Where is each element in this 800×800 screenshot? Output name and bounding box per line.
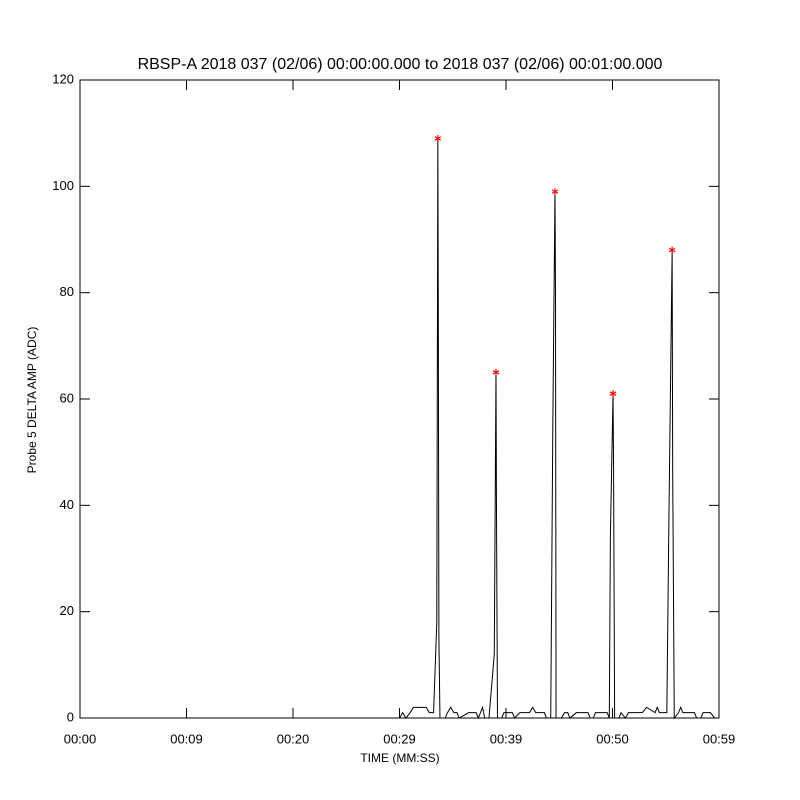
marker-stroke [551, 189, 559, 194]
y-tick-label: 20 [60, 603, 74, 618]
marker-stroke [492, 370, 500, 375]
marker-stroke [668, 247, 676, 253]
x-tick-label: 00:50 [596, 731, 629, 746]
peak-marker [668, 246, 676, 254]
data-line [399, 138, 716, 720]
y-tick-label: 0 [67, 709, 74, 724]
marker-stroke [434, 136, 442, 141]
y-axis-label: Probe 5 DELTA AMP (ADC) [25, 327, 39, 474]
peak-marker [492, 368, 500, 376]
plot-frame [79, 79, 720, 719]
x-tick-label: 00:29 [383, 731, 416, 746]
peak-marker [434, 134, 442, 142]
y-tick-label: 80 [60, 284, 74, 299]
peak-marker [609, 390, 617, 398]
x-tick-label: 00:09 [170, 731, 203, 746]
y-tick-label: 120 [52, 71, 74, 86]
x-tick-label: 00:39 [490, 731, 523, 746]
y-tick-label: 60 [60, 390, 74, 405]
x-axis-label: TIME (MM:SS) [360, 751, 439, 765]
x-tick-label: 00:00 [64, 731, 97, 746]
marker-stroke [609, 391, 617, 396]
x-tick-label: 00:20 [277, 731, 310, 746]
y-tick-label: 40 [60, 497, 74, 512]
chart-title: RBSP-A 2018 037 (02/06) 00:00:00.000 to … [138, 56, 663, 73]
y-tick-label: 100 [52, 178, 74, 193]
peak-marker [551, 188, 559, 196]
x-tick-label: 00:59 [703, 731, 736, 746]
